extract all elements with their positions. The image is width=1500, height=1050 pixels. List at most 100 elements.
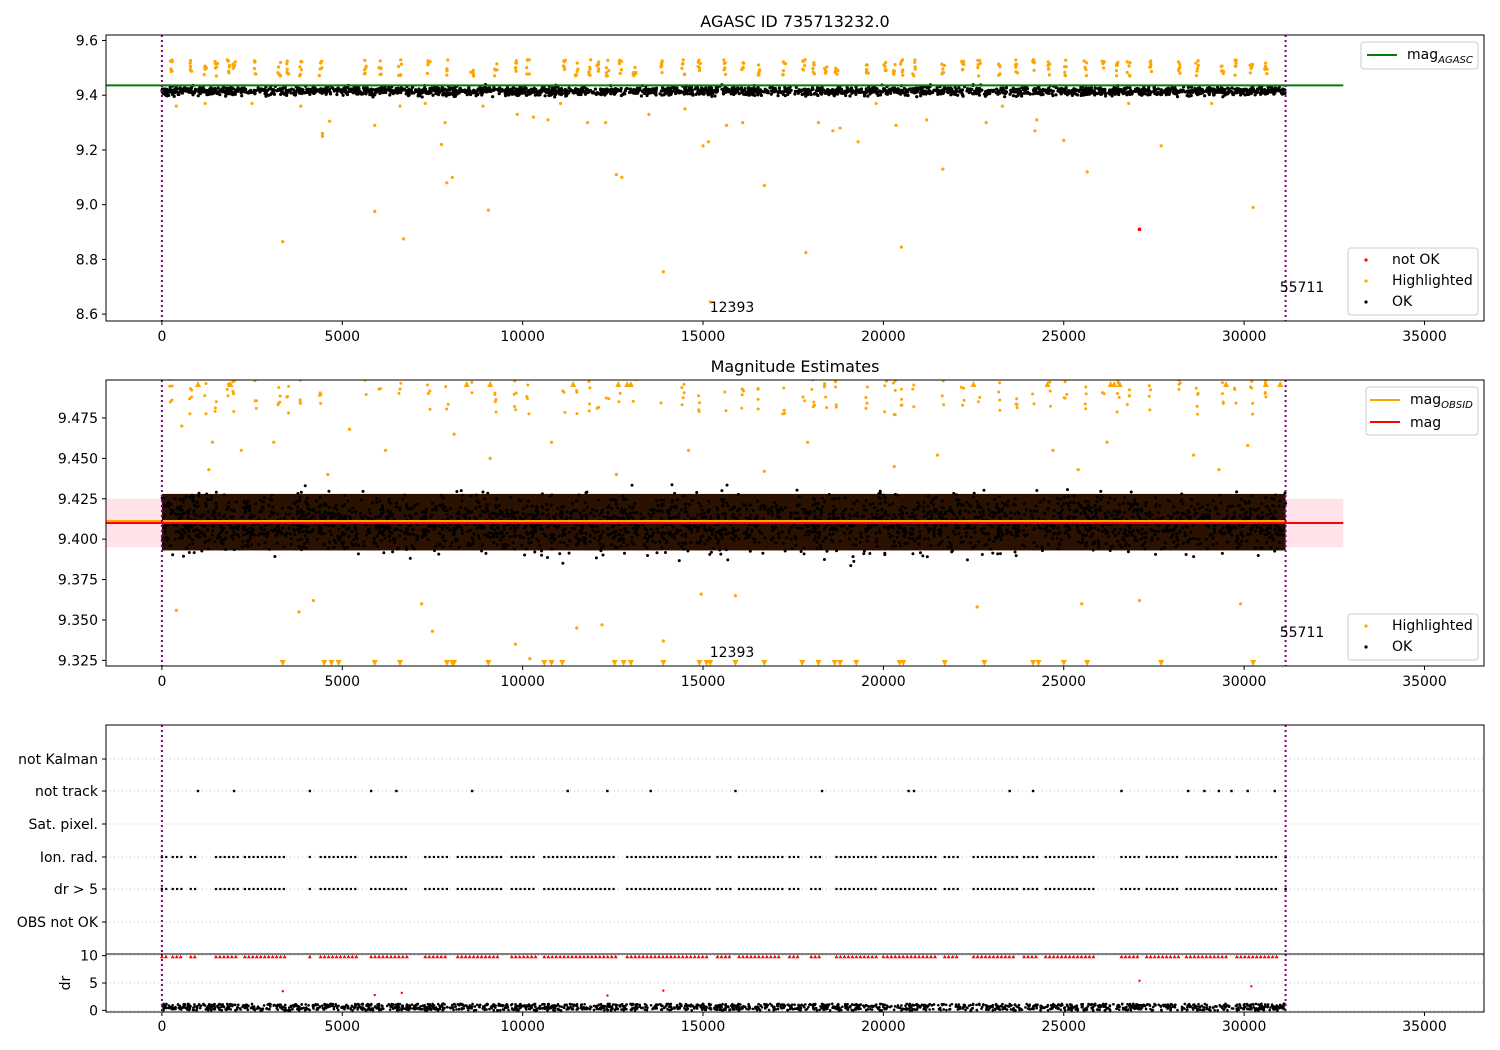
ok-point <box>803 507 807 511</box>
ok-point <box>778 89 782 93</box>
ok-point <box>214 501 218 505</box>
highlighted-point <box>1013 63 1018 67</box>
ok-point <box>1013 526 1017 530</box>
ok-point <box>495 512 499 516</box>
ok-point <box>563 532 567 536</box>
ok-point <box>519 535 523 539</box>
ok-point <box>1282 533 1286 537</box>
ok-point <box>606 90 610 94</box>
highlighted-point <box>998 64 1002 68</box>
ok-point <box>937 512 941 516</box>
ok-point <box>910 511 914 515</box>
highlighted-point <box>1195 69 1199 73</box>
ok-point <box>448 92 452 96</box>
ok-point <box>745 533 749 537</box>
ok-point <box>908 536 912 540</box>
ok-point <box>686 549 690 553</box>
ok-point <box>404 503 408 507</box>
ok-point <box>1060 505 1064 509</box>
highlighted-point <box>445 73 449 77</box>
ok-point <box>1269 546 1273 550</box>
ok-point <box>549 89 553 93</box>
ok-point <box>567 551 571 555</box>
ok-point <box>1218 493 1222 497</box>
ok-point <box>1269 526 1273 530</box>
ok-point <box>787 528 791 532</box>
ok-point <box>335 92 339 97</box>
ok-point <box>410 85 414 90</box>
ok-point <box>524 93 529 97</box>
ok-point <box>327 489 331 493</box>
ok-point <box>1131 503 1135 507</box>
ok-point <box>1169 535 1173 539</box>
ok-point <box>458 86 462 90</box>
ok-point <box>263 541 267 545</box>
ok-point <box>453 86 457 90</box>
ok-point <box>203 524 207 528</box>
highlighted-point <box>633 65 637 70</box>
ok-point <box>586 505 590 509</box>
ok-point <box>651 531 655 535</box>
ok-point <box>242 533 246 537</box>
ok-point <box>593 87 598 91</box>
ok-point <box>1260 511 1264 515</box>
ok-point <box>697 501 701 505</box>
ok-point <box>506 93 511 97</box>
ok-point <box>883 88 887 93</box>
ok-point <box>1261 91 1266 95</box>
ok-point <box>1121 92 1125 96</box>
ok-point <box>598 513 602 517</box>
ok-point <box>319 532 323 536</box>
ok-point <box>883 500 887 504</box>
ok-point <box>299 537 303 541</box>
ok-point <box>1239 497 1243 501</box>
ok-point <box>1140 93 1144 97</box>
ok-point <box>317 524 321 528</box>
ok-point <box>192 91 197 95</box>
ok-point <box>921 505 925 509</box>
ok-point <box>1172 512 1176 516</box>
ok-point <box>655 551 659 555</box>
ok-point <box>743 92 748 96</box>
ok-point <box>359 512 363 516</box>
highlighted-point <box>801 67 805 71</box>
ok-point <box>935 86 939 90</box>
ok-point <box>906 541 910 545</box>
ok-point <box>1011 502 1015 506</box>
ok-point <box>322 532 326 536</box>
ok-point <box>756 91 760 95</box>
highlighted-point <box>1220 64 1224 68</box>
ok-point <box>1166 86 1170 90</box>
highlighted-point <box>525 65 529 70</box>
ok-point <box>887 503 891 507</box>
ok-point <box>820 86 824 90</box>
ok-point <box>1273 493 1277 497</box>
ok-point <box>647 90 651 95</box>
highlighted-point <box>1114 74 1119 78</box>
ok-point <box>346 499 350 503</box>
ok-point <box>1140 532 1144 536</box>
ok-point <box>630 535 634 539</box>
ok-point <box>868 502 872 506</box>
ok-point <box>892 86 897 90</box>
highlighted-point <box>227 65 231 69</box>
ok-point <box>197 491 201 495</box>
ok-point <box>1191 88 1195 93</box>
ok-point <box>167 500 171 504</box>
ok-point <box>1083 507 1087 511</box>
highlighted-point <box>835 72 839 76</box>
ok-point <box>266 530 270 534</box>
highlighted-point <box>1149 62 1153 66</box>
ok-point <box>240 515 244 519</box>
ok-point <box>848 514 852 518</box>
ok-point <box>901 527 905 531</box>
ok-point <box>790 547 794 551</box>
ok-point <box>211 529 215 533</box>
ok-point <box>1078 87 1083 92</box>
ok-point <box>186 516 190 520</box>
ok-point <box>203 90 207 94</box>
ok-point <box>1112 497 1116 501</box>
ok-point <box>296 89 301 93</box>
ok-point <box>1207 90 1211 94</box>
ok-point <box>1095 91 1099 96</box>
